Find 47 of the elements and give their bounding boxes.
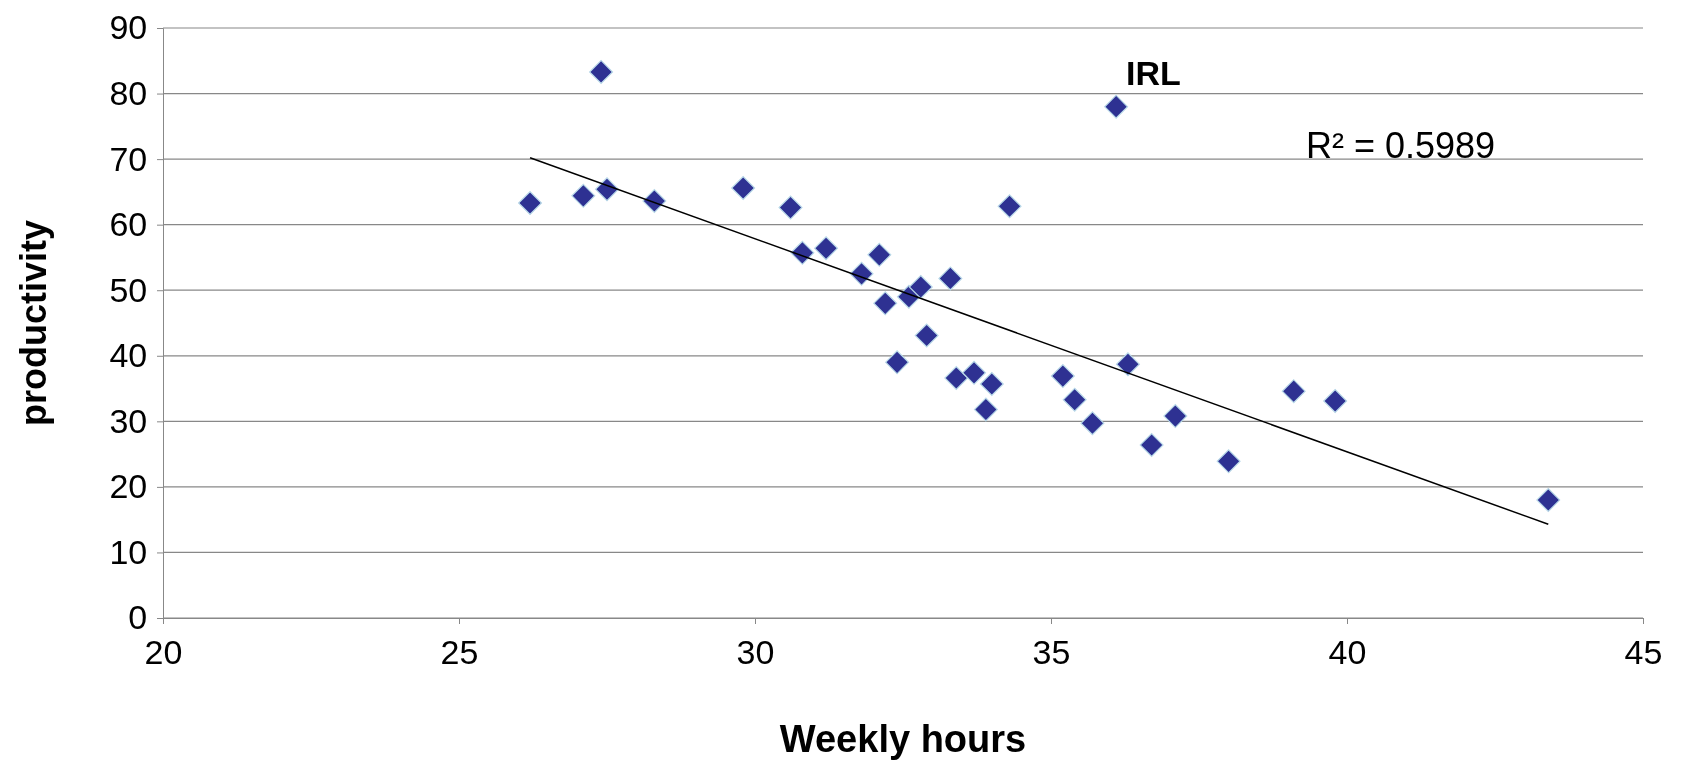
point (1139, 432, 1164, 457)
x-tick-label: 25 (440, 633, 479, 672)
point (938, 266, 963, 291)
point (595, 177, 619, 202)
x-tick-label: 40 (1328, 633, 1367, 672)
annotation: IRL (1126, 53, 1181, 92)
point (908, 274, 933, 299)
y-tick-label: 40 (109, 336, 148, 375)
point (1216, 449, 1241, 474)
point (1080, 411, 1105, 436)
point (914, 323, 939, 348)
point (944, 366, 969, 391)
x-axis-title: Weekly hours (779, 718, 1027, 760)
y-tick-label: 50 (109, 270, 148, 309)
point (979, 371, 1004, 396)
point (1323, 389, 1348, 414)
y-axis-title: productivity (13, 219, 54, 427)
x-tick-label: 35 (1032, 633, 1071, 672)
point (1115, 352, 1140, 377)
point (997, 194, 1022, 219)
point (731, 175, 756, 200)
point (814, 236, 839, 261)
point (778, 195, 803, 220)
point (1062, 387, 1087, 412)
point (571, 183, 596, 208)
point (1163, 404, 1188, 429)
point (1104, 94, 1129, 119)
x-tick-label: 30 (736, 633, 775, 672)
point (873, 291, 898, 316)
point (867, 242, 892, 267)
point (962, 360, 987, 385)
y-tick-label: 90 (109, 8, 148, 47)
y-tick-label: 60 (109, 205, 148, 244)
point (1536, 488, 1561, 512)
y-tick-label: 20 (109, 467, 148, 506)
y-tick-label: 80 (109, 73, 148, 112)
point (1050, 364, 1075, 389)
point (518, 191, 543, 216)
point (589, 59, 614, 84)
y-tick-label: 30 (109, 401, 148, 440)
x-tick-label: 45 (1624, 633, 1663, 672)
y-tick-label: 10 (109, 532, 148, 571)
annotation: R² = 0.5989 (1306, 125, 1496, 166)
y-tick-label: 70 (109, 139, 148, 178)
point (973, 397, 998, 422)
point (1281, 379, 1306, 404)
point (885, 350, 910, 375)
